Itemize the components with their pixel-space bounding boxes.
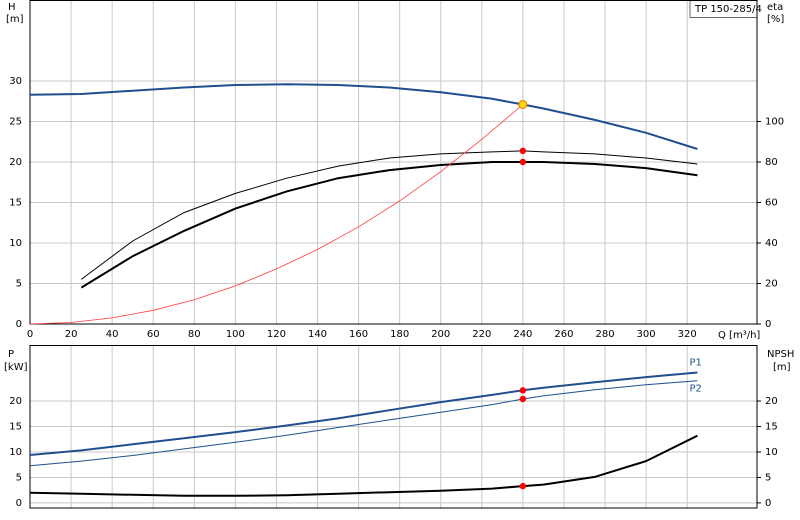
plot-frame — [29, 345, 758, 509]
curve — [29, 83, 698, 150]
x-axis-label: Q [m³/h] — [718, 330, 760, 341]
duty-point — [519, 395, 527, 403]
y2-tick-label: 80 — [765, 157, 778, 168]
y2-axis-unit: [%] — [767, 14, 784, 25]
y-axis-unit: [m] — [6, 14, 24, 25]
x-tick-label: 280 — [595, 329, 614, 340]
y2-tick-label: 20 — [765, 396, 778, 407]
series-label: P2 — [689, 384, 701, 395]
y2-tick-label: 10 — [765, 447, 778, 458]
y2-tick-label: 40 — [765, 238, 778, 249]
y2-tick-label: 5 — [765, 472, 771, 483]
x-tick-label: 40 — [106, 329, 119, 340]
y-tick-label: 0 — [16, 319, 22, 330]
y2-tick-label: 15 — [765, 422, 778, 433]
x-tick-label: 260 — [554, 329, 573, 340]
x-tick-label: 140 — [308, 329, 327, 340]
x-tick-label: 200 — [431, 329, 450, 340]
duty-point — [519, 482, 527, 490]
y-axis-label: P — [8, 349, 14, 360]
y-tick-label: 20 — [9, 396, 22, 407]
curve — [80, 161, 698, 289]
y-tick-label: 10 — [9, 238, 22, 249]
y-tick-label: 25 — [9, 117, 22, 128]
y2-axis-label: NPSH — [767, 349, 794, 360]
x-tick-label: 20 — [65, 329, 78, 340]
y-tick-label: 5 — [16, 279, 22, 290]
curve — [81, 150, 698, 280]
x-tick-label: 80 — [188, 329, 201, 340]
x-tick-label: 220 — [472, 329, 491, 340]
y2-axis-label: eta — [767, 2, 783, 13]
x-tick-label: 60 — [147, 329, 160, 340]
duty-point — [518, 99, 528, 109]
series-label: P1 — [689, 358, 701, 369]
y-tick-label: 10 — [9, 447, 22, 458]
duty-point — [519, 387, 527, 394]
y2-tick-label: 0 — [765, 319, 771, 330]
curve — [29, 371, 698, 456]
curve — [29, 434, 698, 497]
curve — [29, 104, 524, 325]
y-axis-unit: [kW] — [4, 362, 28, 373]
duty-point — [519, 158, 527, 166]
y-tick-label: 20 — [9, 157, 22, 168]
y2-tick-label: 20 — [765, 279, 778, 290]
x-tick-label: 160 — [349, 329, 368, 340]
x-tick-label: 320 — [678, 329, 697, 340]
x-tick-label: 0 — [27, 329, 33, 340]
x-tick-label: 180 — [390, 329, 409, 340]
duty-point — [519, 147, 527, 155]
y-tick-label: 15 — [9, 198, 22, 209]
y-axis-label: H — [8, 2, 16, 13]
y2-tick-label: 0 — [765, 498, 771, 509]
y-tick-label: 15 — [9, 422, 22, 433]
curve — [29, 380, 698, 467]
y2-tick-label: 60 — [765, 198, 778, 209]
x-tick-label: 300 — [637, 329, 656, 340]
y-tick-label: 0 — [16, 498, 22, 509]
y-tick-label: 30 — [9, 76, 22, 87]
x-tick-label: 120 — [267, 329, 286, 340]
y2-tick-label: 100 — [765, 117, 784, 128]
x-tick-label: 240 — [513, 329, 532, 340]
plot-frame — [29, 0, 758, 325]
chart-title: TP 150-285/4 — [694, 4, 762, 15]
y-tick-label: 5 — [16, 472, 22, 483]
x-tick-label: 100 — [226, 329, 245, 340]
y2-axis-unit: [m] — [773, 362, 791, 373]
